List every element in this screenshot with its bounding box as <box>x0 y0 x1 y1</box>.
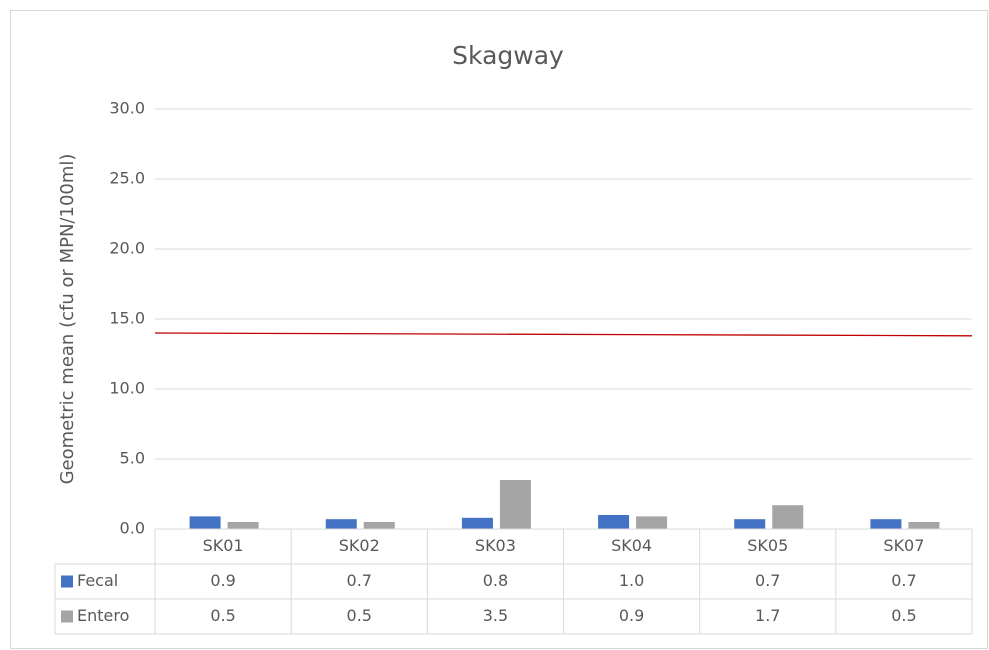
bar <box>636 516 668 529</box>
table-value: 0.5 <box>891 606 916 625</box>
x-tick-label: SK04 <box>611 536 652 555</box>
y-axis-label: Geometric mean (cfu or MPN/100ml) <box>57 154 78 485</box>
table-value: 3.5 <box>483 606 508 625</box>
bar <box>772 505 804 529</box>
bar <box>499 480 531 529</box>
chart-frame <box>10 10 988 649</box>
table-value: 0.7 <box>755 571 780 590</box>
x-tick-label: SK07 <box>883 536 924 555</box>
legend-label: Fecal <box>77 571 118 590</box>
legend-swatch <box>61 610 73 623</box>
x-tick-label: SK03 <box>475 536 516 555</box>
bar <box>734 519 766 529</box>
table-value: 0.8 <box>483 571 508 590</box>
x-tick-label: SK02 <box>339 536 380 555</box>
bar <box>363 522 395 529</box>
y-tick-label: 15.0 <box>109 309 145 328</box>
bar <box>189 516 221 529</box>
bar <box>461 517 493 529</box>
bar <box>598 515 630 529</box>
legend-swatch <box>61 575 73 588</box>
chart-title: Skagway <box>452 41 564 70</box>
bar <box>325 519 357 529</box>
table-value: 0.9 <box>210 571 235 590</box>
table-value: 0.7 <box>347 571 372 590</box>
table-value: 0.9 <box>619 606 644 625</box>
table-value: 0.5 <box>210 606 235 625</box>
x-tick-label: SK05 <box>747 536 788 555</box>
table-value: 1.0 <box>619 571 644 590</box>
table-value: 1.7 <box>755 606 780 625</box>
y-tick-label: 30.0 <box>109 99 145 118</box>
y-tick-label: 10.0 <box>109 379 145 398</box>
x-tick-label: SK01 <box>203 536 244 555</box>
y-tick-label: 5.0 <box>120 449 145 468</box>
y-tick-label: 0.0 <box>120 519 145 538</box>
reference-line <box>154 332 973 337</box>
table-value: 0.7 <box>891 571 916 590</box>
y-tick-label: 25.0 <box>109 169 145 188</box>
bar <box>908 522 940 529</box>
table-value: 0.5 <box>347 606 372 625</box>
y-tick-label: 20.0 <box>109 239 145 258</box>
legend-label: Entero <box>77 606 129 625</box>
bar <box>870 519 902 529</box>
bar <box>227 522 259 529</box>
